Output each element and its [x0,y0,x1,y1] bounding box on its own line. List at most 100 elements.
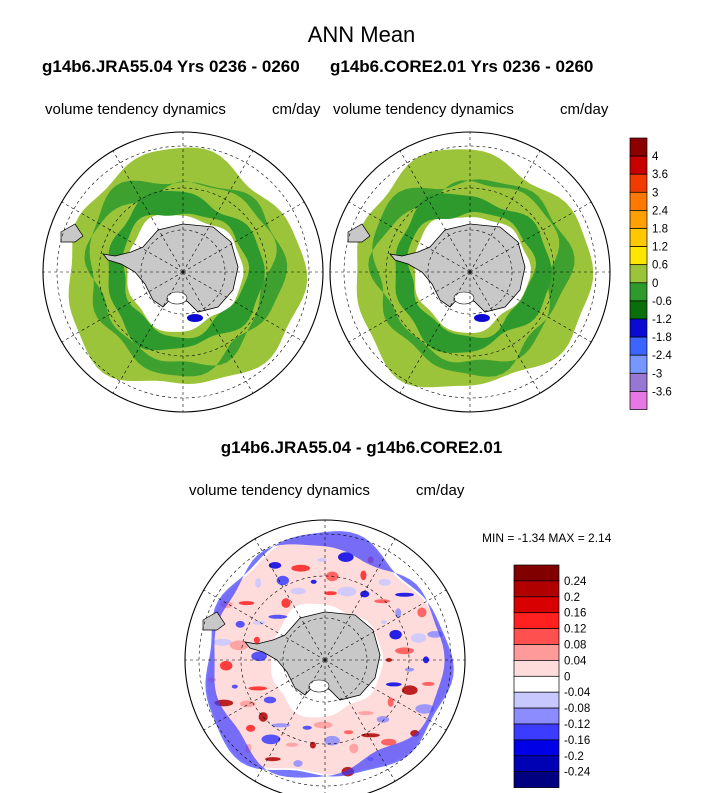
figure-title: ANN Mean [307,22,416,47]
meridian-jra55-2 [182,271,254,394]
colorbar-label-top-11: -2.4 [652,350,672,362]
colorbar-box-diff-2 [513,596,560,614]
ross-ice-shelf-jra55 [166,291,188,305]
colorbar-label-top-6: 0.6 [652,260,668,272]
meridian-core2-7 [348,201,471,273]
meridian-jra55-7 [61,201,184,273]
meridian-diff-1 [324,659,447,731]
left-variable-label: volume tendency dynamics [45,101,226,118]
meridian-diff-10 [324,538,396,661]
diff-variable-label: volume tendency dynamics [189,482,370,499]
colorbar-label-top-9: -1.2 [652,314,672,326]
colorbar-label-diff-10: -0.16 [564,735,590,747]
polar-map-diff [184,519,466,793]
colorbar-label-diff-12: -0.24 [564,767,591,779]
colorbar-label-diff-11: -0.2 [564,751,584,763]
meridian-core2-8 [399,150,471,273]
colorbar-label-top-10: -1.8 [652,332,672,344]
colorbar-label-top-0: 4 [652,151,659,163]
meridian-diff-11 [324,589,447,661]
colorbar-label-top-12: -3 [652,368,662,380]
colorbar-label-diff-3: 0.12 [564,624,586,636]
meridian-core2-2 [469,271,541,394]
meridian-jra55-11 [182,201,305,273]
colorbar-label-top-8: -0.6 [652,296,672,308]
meridian-jra55-1 [182,271,305,343]
right-variable-label: volume tendency dynamics [333,101,514,118]
colorbar-label-top-4: 1.8 [652,224,668,236]
colorbar-box-top-11 [629,336,648,356]
ross-ice-shelf-core2 [453,291,475,305]
colorbar-box-top-0 [629,137,648,157]
colorbar-box-diff-9 [513,707,560,725]
map-border-jra55 [42,131,324,413]
meridian-diff-7 [203,589,326,661]
colorbar-box-diff-12 [513,755,560,773]
colorbar-box-diff-10 [513,723,560,741]
colorbar-box-diff-3 [513,612,560,629]
meridian-diff-4 [254,659,326,782]
colorbar-label-diff-6: 0 [564,671,570,683]
colorbar-label-top-1: 3.6 [652,169,668,181]
colorbar-box-top-3 [629,191,648,211]
colorbar-box-top-1 [629,155,648,175]
colorbar-label-diff-9: -0.12 [564,719,590,731]
colorbar-label-top-5: 1.2 [652,242,668,254]
map-border-core2 [329,131,611,413]
colorbar-box-diff-6 [513,660,560,677]
colorbar-box-top-2 [629,173,648,193]
meridian-jra55-4 [112,271,184,394]
right-case-title: g14b6.CORE2.01 Yrs 0236 - 0260 [330,57,594,76]
colorbar-box-top-4 [629,210,648,229]
colorbar-box-top-6 [629,246,648,266]
meridian-core2-4 [399,271,471,394]
meridian-jra55-8 [112,150,184,273]
meridian-core2-1 [469,271,592,343]
minmax-label: MIN = -1.34 MAX = 2.14 [482,531,612,545]
colorbar-label-diff-1: 0.2 [564,592,580,604]
colorbar-diff: 0.24 0.2 0.16 0.12 0.08 0.04 0 -0.04 -0.08 -0.12 -… [513,564,591,788]
colorbar-box-diff-0 [513,564,560,582]
diff-title: g14b6.JRA55.04 - g14b6.CORE2.01 [220,438,503,457]
colorbar-box-top-14 [629,391,648,410]
colorbar-top: 4 3.6 3 2.4 1.8 1.2 0.6 0 -0.6 -1.2 -1.8 -2.4 -3 -3.6 [629,137,672,410]
colorbar-label-top-2: 3 [652,187,658,199]
colorbar-label-top-3: 2.4 [652,205,669,217]
meridian-diff-8 [254,538,326,661]
colorbar-box-top-10 [629,318,648,338]
left-case-title: g14b6.JRA55.04 Yrs 0236 - 0260 [42,57,300,76]
colorbar-box-top-9 [629,300,648,320]
colorbar-label-top-7: 0 [652,278,658,290]
colorbar-box-top-5 [629,228,648,247]
meridian-core2-5 [348,271,471,343]
colorbar-label-diff-2: 0.16 [564,608,586,620]
colorbar-label-top-13: -3.6 [652,386,672,398]
colorbar-box-top-13 [629,372,648,392]
diff-units-label: cm/day [416,482,465,499]
colorbar-box-diff-11 [513,739,560,757]
colorbar-box-diff-7 [513,675,560,693]
right-units-label: cm/day [560,101,609,118]
meridian-core2-11 [469,201,592,273]
meridian-core2-10 [469,150,541,273]
colorbar-box-top-12 [629,354,648,374]
colorbar-label-diff-4: 0.08 [564,640,586,652]
map-border-diff [184,519,466,793]
colorbar-box-top-7 [629,264,648,284]
colorbar-label-diff-0: 0.24 [564,576,587,588]
meridian-jra55-10 [182,150,254,273]
left-units-label: cm/day [272,101,321,118]
polar-map-jra55 [42,131,324,413]
colorbar-box-diff-1 [513,580,560,598]
colorbar-box-diff-13 [513,771,560,788]
ross-ice-shelf-diff [308,679,330,693]
colorbar-box-top-8 [629,282,648,302]
colorbar-box-diff-8 [513,691,560,709]
colorbar-label-diff-5: 0.04 [564,655,587,667]
meridian-jra55-5 [61,271,184,343]
meridian-diff-5 [203,659,326,731]
colorbar-box-diff-5 [513,644,560,661]
meridian-diff-2 [324,659,396,782]
colorbar-label-diff-7: -0.04 [564,687,591,699]
